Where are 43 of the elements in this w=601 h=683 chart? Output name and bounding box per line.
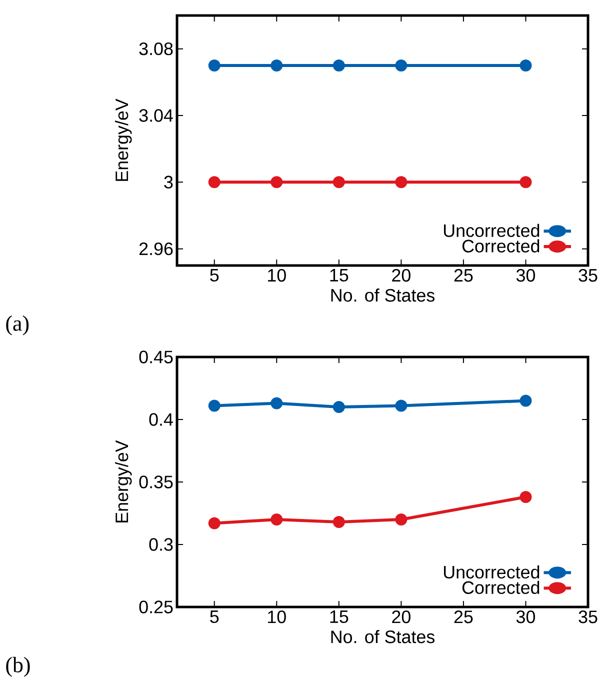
point <box>395 513 408 526</box>
point <box>520 394 532 407</box>
legend-label: Uncorrected <box>444 565 539 579</box>
x-tick-label: 30 <box>516 269 535 282</box>
x-tick-label: 20 <box>392 269 410 282</box>
y-axis-title: Energy/eV <box>114 98 132 181</box>
x-tick-label: 25 <box>454 610 473 624</box>
x-tick-label: 5 <box>210 269 218 282</box>
x-tick-label: 10 <box>268 610 286 624</box>
text: (a) <box>6 315 28 336</box>
y-tick-label: 3.08 <box>139 42 173 56</box>
point <box>520 490 532 503</box>
y-tick-label: 0.3 <box>149 538 173 551</box>
point <box>395 400 408 412</box>
y-tick-label: 2.96 <box>139 242 173 256</box>
text: (b) <box>6 656 30 677</box>
legend-label: Uncorrected <box>444 224 539 238</box>
x-tick-label: 10 <box>268 269 286 282</box>
x-tick-label: 25 <box>454 269 473 282</box>
legend-label: Corrected <box>462 239 539 252</box>
y-axis-title: Energy/eV <box>114 440 132 522</box>
point <box>208 400 220 412</box>
point <box>208 517 220 530</box>
point <box>332 516 345 528</box>
x-tick-label: 5 <box>210 610 218 624</box>
point <box>332 400 345 413</box>
point <box>270 397 283 410</box>
y-tick-label: 3 <box>164 176 173 188</box>
y-tick-label: 0.25 <box>139 600 173 614</box>
y-tick-label: 0.45 <box>139 350 173 364</box>
x-tick-label: 15 <box>330 610 348 624</box>
point <box>270 513 283 526</box>
y-tick-label: 3.04 <box>139 109 173 122</box>
x-axis-title: No. of States <box>331 288 434 302</box>
y-tick-label: 0.35 <box>139 476 173 488</box>
x-tick-label: 35 <box>578 610 598 624</box>
x-tick-label: 30 <box>516 610 535 624</box>
x-tick-label: 15 <box>330 269 348 282</box>
x-tick-label: 20 <box>392 610 410 624</box>
legend-label: Corrected <box>462 580 539 594</box>
x-tick-label: 35 <box>578 269 598 282</box>
y-tick-label: 0.4 <box>149 413 173 426</box>
x-axis-title: No. of States <box>331 630 434 644</box>
